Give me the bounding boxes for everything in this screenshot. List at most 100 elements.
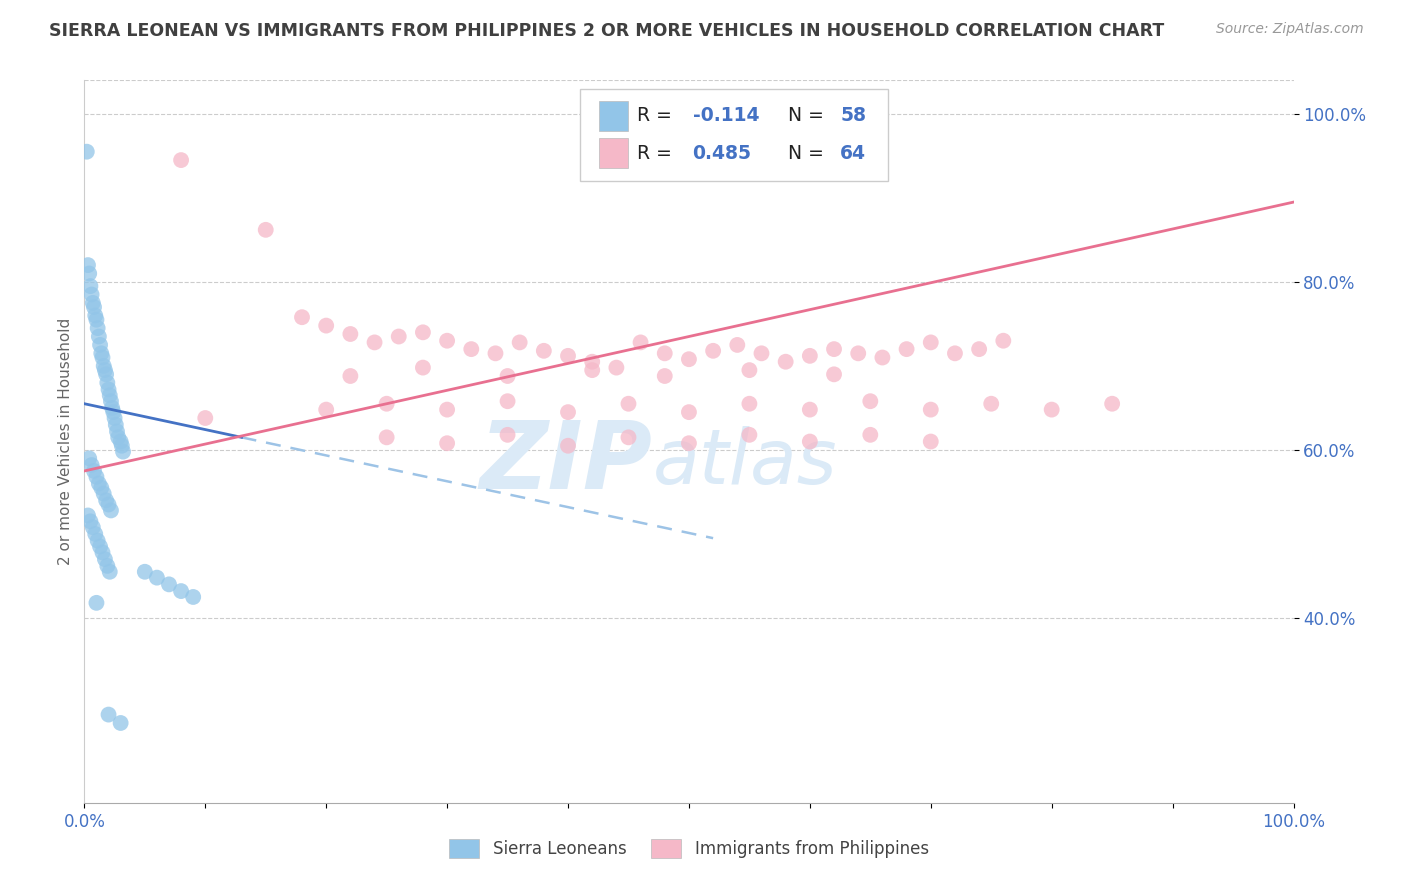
Y-axis label: 2 or more Vehicles in Household: 2 or more Vehicles in Household <box>58 318 73 566</box>
Point <box>315 402 337 417</box>
FancyBboxPatch shape <box>599 101 628 131</box>
Point <box>170 584 193 599</box>
Point <box>375 430 398 444</box>
Point <box>100 394 122 409</box>
Point <box>83 300 105 314</box>
Point <box>89 540 111 554</box>
Point <box>751 346 773 360</box>
Point <box>157 577 180 591</box>
Point <box>76 145 98 159</box>
Point <box>738 427 761 442</box>
Point <box>101 401 124 415</box>
Point <box>654 369 676 384</box>
Point <box>90 346 112 360</box>
Point <box>291 310 314 325</box>
Point <box>87 329 110 343</box>
Point <box>170 153 193 167</box>
Text: 58: 58 <box>841 106 866 125</box>
Point <box>725 338 748 352</box>
Point <box>533 343 555 358</box>
Point <box>896 342 918 356</box>
Point <box>920 402 942 417</box>
Point <box>993 334 1015 348</box>
Point <box>920 434 942 449</box>
Point <box>375 397 398 411</box>
Point <box>823 368 845 382</box>
Point <box>98 388 121 402</box>
Point <box>107 430 129 444</box>
Text: atlas: atlas <box>652 426 837 500</box>
Text: 64: 64 <box>841 144 866 162</box>
Text: -0.114: -0.114 <box>693 106 759 125</box>
Point <box>678 405 700 419</box>
Point <box>86 470 108 484</box>
Point <box>111 439 134 453</box>
Point <box>104 417 127 432</box>
Point <box>412 326 434 340</box>
Point <box>799 402 821 417</box>
Point <box>1040 402 1063 417</box>
Point <box>86 312 108 326</box>
Point <box>509 335 531 350</box>
Point <box>87 476 110 491</box>
Text: 0.485: 0.485 <box>693 144 752 162</box>
Point <box>738 363 761 377</box>
Point <box>103 405 125 419</box>
Point <box>80 287 103 301</box>
Point <box>388 329 411 343</box>
Point <box>363 335 385 350</box>
Point <box>943 346 966 360</box>
Point <box>436 334 458 348</box>
Text: ZIP: ZIP <box>479 417 652 509</box>
Point <box>146 571 169 585</box>
Point <box>98 565 121 579</box>
Point <box>436 436 458 450</box>
Point <box>859 427 882 442</box>
Point <box>77 451 100 466</box>
Point <box>112 444 135 458</box>
Point <box>86 533 108 548</box>
Point <box>678 436 700 450</box>
Point <box>617 430 640 444</box>
Point <box>823 342 845 356</box>
Point <box>90 481 112 495</box>
Point <box>77 258 100 272</box>
Point <box>104 411 127 425</box>
Point <box>872 351 894 365</box>
Point <box>846 346 869 360</box>
Point <box>859 394 882 409</box>
Point <box>97 383 120 397</box>
Point <box>86 596 108 610</box>
Point <box>93 486 115 500</box>
Point <box>581 355 603 369</box>
Point <box>605 360 627 375</box>
Point <box>617 397 640 411</box>
Point <box>84 309 107 323</box>
Point <box>484 346 506 360</box>
FancyBboxPatch shape <box>599 138 628 169</box>
Point <box>181 590 204 604</box>
Point <box>89 338 111 352</box>
Point <box>1101 397 1123 411</box>
Point <box>799 434 821 449</box>
Point <box>581 363 603 377</box>
Point <box>77 508 100 523</box>
Text: R =: R = <box>637 144 678 162</box>
Point <box>775 355 797 369</box>
Point <box>97 707 120 722</box>
Point <box>86 321 108 335</box>
Point <box>654 346 676 360</box>
Text: Source: ZipAtlas.com: Source: ZipAtlas.com <box>1216 22 1364 37</box>
Point <box>96 558 118 573</box>
Point <box>82 520 104 534</box>
Point <box>110 434 132 449</box>
Point <box>105 425 128 439</box>
Point <box>94 363 117 377</box>
FancyBboxPatch shape <box>581 89 889 181</box>
Point <box>77 267 100 281</box>
Point <box>110 716 132 731</box>
Point <box>94 552 117 566</box>
Point <box>738 397 761 411</box>
Point <box>799 349 821 363</box>
Point <box>80 458 103 472</box>
